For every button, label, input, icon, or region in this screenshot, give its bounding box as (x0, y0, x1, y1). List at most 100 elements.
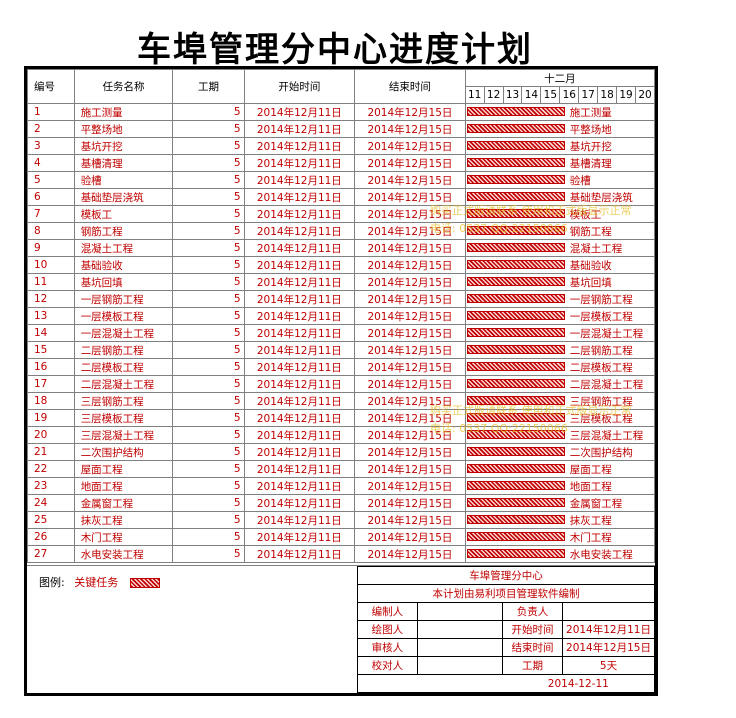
gantt-cell: 二层混凝土工程 (464, 375, 656, 393)
table-row: 17 二层混凝土工程 5 2014年12月11日 2014年12月15日 二层混凝土工程 (27, 375, 656, 393)
task-no: 17 (27, 375, 75, 393)
gantt-bar-label: 一层混凝土工程 (569, 328, 644, 340)
task-name: 混凝土工程 (73, 239, 174, 257)
gantt-bar (466, 243, 565, 252)
compiler-label: 编制人 (357, 602, 418, 621)
task-duration: 5 (172, 307, 245, 325)
gantt-bar-label: 平整场地 (569, 124, 612, 136)
gantt-cell: 一层混凝土工程 (464, 324, 656, 342)
task-start: 2014年12月11日 (243, 290, 356, 308)
gantt-cell: 金属窗工程 (464, 494, 656, 512)
task-name: 钢筋工程 (73, 222, 174, 240)
start-label: 开始时间 (502, 620, 563, 639)
page-title: 车埠管理分中心进度计划 (137, 30, 533, 70)
task-duration: 5 (172, 460, 245, 478)
task-start: 2014年12月11日 (243, 341, 356, 359)
task-name: 一层钢筋工程 (73, 290, 174, 308)
task-duration: 5 (172, 137, 245, 155)
task-name: 验槽 (73, 171, 174, 189)
drawer-label: 绘图人 (357, 620, 418, 639)
legend: 图例: 关键任务 (39, 574, 160, 590)
gantt-bar-label: 钢筋工程 (569, 226, 612, 238)
gantt-bar (466, 124, 565, 133)
table-row: 14 一层混凝土工程 5 2014年12月11日 2014年12月15日 一层混凝土工程 (27, 324, 656, 342)
gantt-cell: 一层模板工程 (464, 307, 656, 325)
task-end: 2014年12月15日 (354, 511, 466, 529)
gantt-cell: 基坑回填 (464, 273, 656, 291)
task-end: 2014年12月15日 (354, 307, 466, 325)
gantt-cell: 屋面工程 (464, 460, 656, 478)
task-name: 三层模板工程 (73, 409, 174, 427)
task-start: 2014年12月11日 (243, 205, 356, 223)
table-row: 10 基础验收 5 2014年12月11日 2014年12月15日 基础验收 (27, 256, 656, 274)
gantt-bar (466, 141, 565, 150)
gantt-bar-label: 一层钢筋工程 (569, 294, 633, 306)
gantt-bar (466, 328, 565, 337)
proofreader-label: 校对人 (357, 656, 418, 675)
gantt-bar-label: 基槽清理 (569, 158, 612, 170)
watermark-2b: 电话: 0537 QQ:22150066 (430, 422, 568, 435)
gantt-cell: 一层钢筋工程 (464, 290, 656, 308)
task-name: 平整场地 (73, 120, 174, 138)
task-name: 基础验收 (73, 256, 174, 274)
header-day: 17 (578, 86, 599, 104)
task-start: 2014年12月11日 (243, 222, 356, 240)
gantt-bar (466, 396, 565, 405)
task-start: 2014年12月11日 (243, 477, 356, 495)
reviewer-value (416, 638, 504, 657)
gantt-cell: 施工测量 (464, 103, 656, 121)
header-day: 16 (559, 86, 580, 104)
task-end: 2014年12月15日 (354, 239, 466, 257)
table-row: 13 一层模板工程 5 2014年12月11日 2014年12月15日 一层模板工程 (27, 307, 656, 325)
owner-label: 负责人 (502, 602, 563, 621)
task-no: 23 (27, 477, 75, 495)
gantt-cell: 平整场地 (464, 120, 656, 138)
task-duration: 5 (172, 222, 245, 240)
task-end: 2014年12月15日 (354, 154, 466, 172)
gantt-cell: 基坑开挖 (464, 137, 656, 155)
task-start: 2014年12月11日 (243, 137, 356, 155)
task-end: 2014年12月15日 (354, 205, 466, 223)
task-name: 基础垫层浇筑 (73, 188, 174, 206)
task-name: 三层钢筋工程 (73, 392, 174, 410)
gantt-bar (466, 532, 565, 541)
duration-value: 5天 (562, 656, 655, 675)
proofreader-value (416, 656, 504, 675)
task-end: 2014年12月15日 (354, 103, 466, 121)
task-name: 水电安装工程 (73, 545, 174, 563)
task-end: 2014年12月15日 (354, 222, 466, 240)
task-start: 2014年12月11日 (243, 171, 356, 189)
date-spacer (356, 674, 503, 693)
task-start: 2014年12月11日 (243, 154, 356, 172)
task-end: 2014年12月15日 (354, 460, 466, 478)
gantt-bar-label: 模板工 (569, 209, 602, 221)
task-no: 15 (27, 341, 75, 359)
task-start: 2014年12月11日 (243, 307, 356, 325)
table-row: 21 二次围护结构 5 2014年12月11日 2014年12月15日 二次围护结构 (27, 443, 656, 461)
end-label: 结束时间 (502, 638, 563, 657)
task-duration: 5 (172, 341, 245, 359)
task-name: 屋面工程 (73, 460, 174, 478)
task-start: 2014年12月11日 (243, 188, 356, 206)
task-start: 2014年12月11日 (243, 443, 356, 461)
task-end: 2014年12月15日 (354, 545, 466, 563)
task-no: 24 (27, 494, 75, 512)
gantt-bar-label: 基础验收 (569, 260, 612, 272)
task-no: 26 (27, 528, 75, 546)
table-row: 9 混凝土工程 5 2014年12月11日 2014年12月15日 混凝土工程 (27, 239, 656, 257)
gantt-cell: 三层模板工程 (464, 409, 656, 427)
task-no: 11 (27, 273, 75, 291)
task-no: 20 (27, 426, 75, 444)
gantt-bar-label: 三层钢筋工程 (569, 396, 633, 408)
task-name: 一层模板工程 (73, 307, 174, 325)
table-row: 3 基坑开挖 5 2014年12月11日 2014年12月15日 基坑开挖 (27, 137, 656, 155)
gantt-bar (466, 515, 565, 524)
task-duration: 5 (172, 188, 245, 206)
task-name: 三层混凝土工程 (73, 426, 174, 444)
header-duration: 工期 (172, 69, 245, 104)
task-end: 2014年12月15日 (354, 120, 466, 138)
gantt-bar (466, 107, 565, 116)
gantt-bar-label: 金属窗工程 (569, 498, 623, 510)
task-duration: 5 (172, 528, 245, 546)
task-start: 2014年12月11日 (243, 375, 356, 393)
